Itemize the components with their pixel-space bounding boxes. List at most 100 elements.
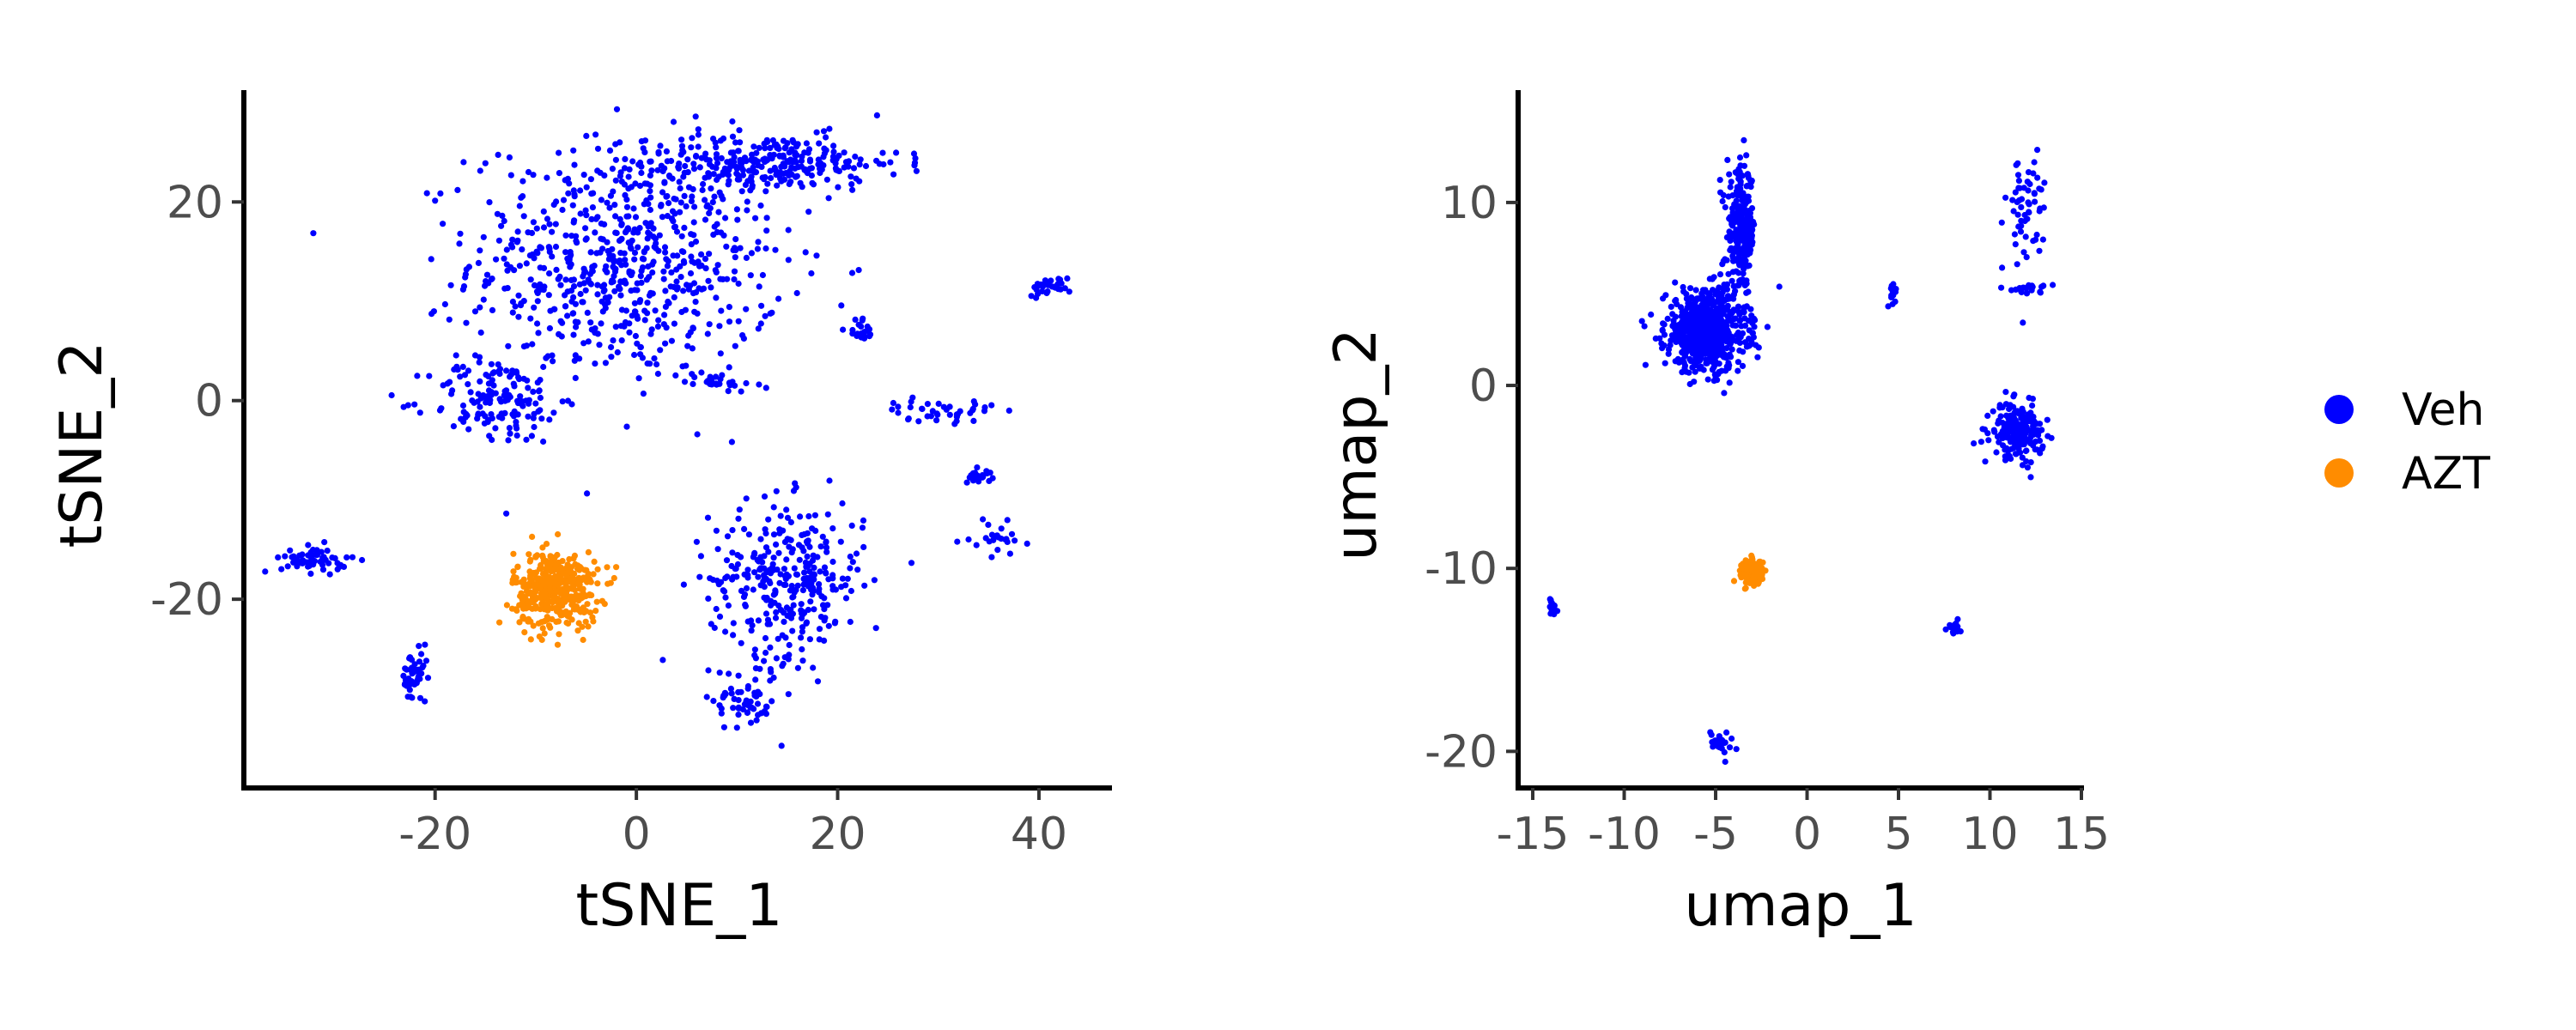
tsne-point-veh <box>718 705 725 712</box>
tsne-point-veh <box>927 413 934 420</box>
tsne-point-veh <box>780 161 787 167</box>
umap-point-veh <box>2021 217 2028 225</box>
tsne-point-azt <box>554 641 562 648</box>
umap-point-veh <box>1726 171 1733 178</box>
umap-point-veh <box>2027 474 2034 481</box>
tsne-point-veh <box>490 382 497 389</box>
tsne-point-veh <box>717 350 724 357</box>
tsne-point-veh <box>857 156 864 163</box>
tsne-point-azt <box>527 636 534 643</box>
tsne-point-veh <box>637 343 645 351</box>
tsne-point-veh <box>532 400 539 407</box>
tsne-point-veh <box>763 138 771 145</box>
umap-point-veh <box>2012 241 2019 248</box>
tsne-point-veh <box>638 268 645 275</box>
tsne-point-veh <box>512 303 519 310</box>
tsne-point-veh <box>824 602 831 609</box>
tsne-point-veh <box>733 573 740 580</box>
tsne-point-veh <box>698 251 705 258</box>
tsne-point-veh <box>677 274 684 281</box>
tsne-point-veh <box>753 149 760 156</box>
tsne-x-tick-label: 0 <box>623 809 651 860</box>
tsne-point-azt <box>523 605 530 612</box>
tsne-point-veh <box>722 594 729 601</box>
tsne-point-veh <box>755 617 762 624</box>
tsne-point-veh <box>644 300 651 306</box>
tsne-point-veh <box>935 400 942 407</box>
tsne-point-veh <box>628 245 635 252</box>
tsne-point-veh <box>1064 275 1071 282</box>
umap-point-veh <box>1659 327 1666 334</box>
umap-point-veh <box>2013 161 2020 168</box>
tsne-point-veh <box>549 352 556 359</box>
tsne-point-veh <box>518 194 525 201</box>
umap-point-azt <box>1757 558 1764 566</box>
umap-point-veh <box>1710 274 1717 281</box>
umap-point-veh <box>2036 437 2044 445</box>
tsne-point-veh <box>744 685 751 692</box>
umap-point-veh <box>1652 335 1659 342</box>
tsne-point-veh <box>741 525 748 533</box>
tsne-point-veh <box>305 552 312 559</box>
tsne-point-veh <box>540 208 547 215</box>
tsne-point-veh <box>708 284 714 291</box>
tsne-point-veh <box>634 312 641 319</box>
tsne-point-veh <box>957 408 963 415</box>
tsne-point-azt <box>550 599 556 606</box>
tsne-point-veh <box>762 245 769 252</box>
tsne-point-veh <box>482 160 489 167</box>
tsne-point-veh <box>692 113 699 120</box>
tsne-point-veh <box>504 267 511 274</box>
tsne-point-veh <box>769 698 775 705</box>
umap-point-veh <box>2034 147 2041 154</box>
tsne-point-veh <box>519 246 526 253</box>
tsne-point-veh <box>538 415 545 422</box>
tsne-point-veh <box>816 140 823 147</box>
umap-point-veh <box>1681 365 1688 372</box>
umap-point-veh <box>1701 288 1708 295</box>
tsne-point-veh <box>738 554 744 560</box>
tsne-point-veh <box>594 214 601 221</box>
tsne-point-veh <box>789 627 796 634</box>
tsne-point-veh <box>592 360 598 367</box>
tsne-point-veh <box>752 676 759 683</box>
tsne-point-veh <box>648 167 655 174</box>
tsne-point-veh <box>295 558 301 565</box>
tsne-point-veh <box>558 333 565 340</box>
tsne-point-veh <box>782 170 789 177</box>
tsne-point-veh <box>708 185 714 192</box>
umap-point-veh <box>1692 287 1699 294</box>
tsne-point-veh <box>584 490 591 497</box>
tsne-point-veh <box>647 330 654 337</box>
umap-point-veh <box>1740 259 1747 266</box>
tsne-point-veh <box>685 286 692 293</box>
umap-point-veh <box>1694 335 1701 342</box>
tsne-point-veh <box>799 624 806 631</box>
umap-point-veh <box>1741 306 1747 312</box>
tsne-point-veh <box>703 156 710 163</box>
tsne-point-veh <box>571 357 578 364</box>
tsne-point-veh <box>422 698 428 705</box>
umap-point-veh <box>2014 261 2020 268</box>
umap-point-veh <box>1736 154 1744 161</box>
tsne-point-veh <box>725 388 732 395</box>
tsne-point-veh <box>647 158 654 165</box>
tsne-point-veh <box>710 136 717 142</box>
tsne-point-veh <box>660 276 667 282</box>
tsne-point-veh <box>592 330 598 336</box>
tsne-point-veh <box>713 165 720 172</box>
tsne-point-veh <box>762 188 769 195</box>
umap-point-veh <box>1697 309 1704 316</box>
tsne-point-veh <box>531 304 538 311</box>
tsne-point-veh <box>662 288 669 294</box>
tsne-point-veh <box>705 170 712 177</box>
tsne-point-veh <box>689 371 696 378</box>
tsne-point-veh <box>534 289 541 297</box>
tsne-point-veh <box>622 318 629 326</box>
umap-point-veh <box>2020 414 2027 421</box>
tsne-point-veh <box>519 398 526 405</box>
tsne-point-veh <box>802 249 809 256</box>
tsne-point-azt <box>574 562 581 569</box>
tsne-points <box>262 106 1072 749</box>
tsne-point-veh <box>854 566 861 573</box>
